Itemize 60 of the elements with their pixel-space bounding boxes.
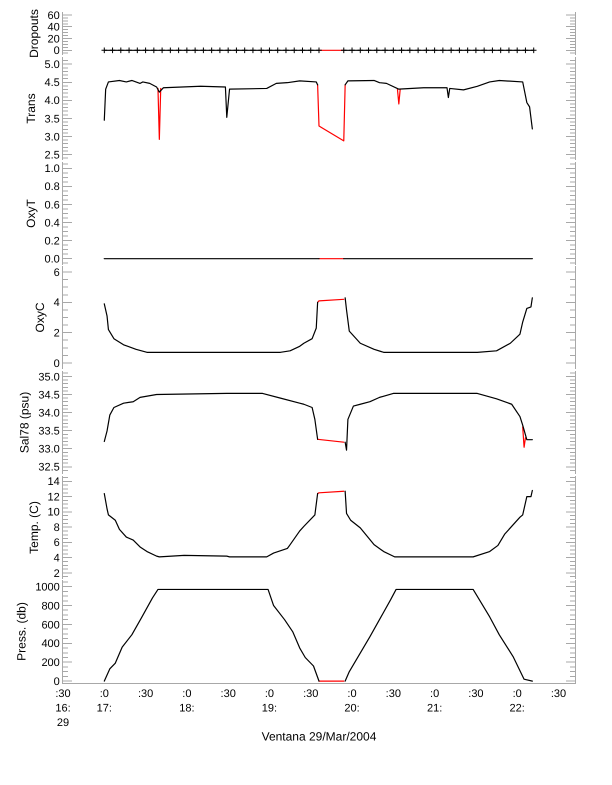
- y-tick-label: 10: [48, 506, 60, 518]
- x-tick-label: :30: [138, 688, 154, 701]
- y-tick-label: 34.5: [38, 389, 60, 402]
- x-tick-label: :0 19:: [262, 688, 278, 715]
- y-axis-title: Press. (db): [14, 602, 29, 662]
- x-tick-label: :0 21:: [426, 688, 442, 715]
- x-tick-label: :30: [386, 688, 401, 701]
- y-tick-label: 600: [41, 620, 60, 632]
- y-tick-label: 40: [48, 22, 60, 34]
- y-tick-label: 6: [54, 267, 60, 280]
- y-tick-label: 0.0: [44, 253, 60, 266]
- y-tick-label: 33.5: [38, 426, 60, 438]
- x-axis-title: Ventana 29/Mar/2004: [262, 730, 377, 744]
- x-tick-label: :0 17:: [96, 688, 112, 715]
- y-tick-label: 3.5: [44, 113, 60, 126]
- y-tick-label: 0.4: [44, 217, 60, 230]
- y-tick-label: 2.5: [44, 150, 60, 162]
- y-tick-label: 3.0: [44, 131, 60, 144]
- y-axis-title: Dropouts: [26, 9, 41, 58]
- x-tick-label: :30: [220, 688, 236, 701]
- y-tick-label: 20: [48, 33, 60, 46]
- y-tick-label: 5.0: [44, 59, 60, 72]
- y-tick-label: 4: [54, 298, 60, 310]
- y-tick-label: 2: [54, 328, 60, 340]
- y-tick-label: 35.0: [38, 371, 60, 384]
- y-tick-label: 4.0: [44, 95, 60, 108]
- y-tick-label: 0.8: [44, 180, 60, 193]
- y-tick-label: 0.6: [44, 199, 60, 212]
- y-axis-title: Temp. (C): [26, 500, 41, 554]
- x-tick-label: :30 16: 29: [55, 688, 71, 730]
- x-tick-label: :30: [468, 688, 484, 701]
- y-tick-label: 1000: [35, 582, 60, 594]
- x-tick-label: :0 22:: [510, 688, 525, 715]
- x-tick-label: :30: [303, 688, 318, 701]
- y-tick-label: 4.5: [44, 77, 60, 90]
- y-tick-label: 33.0: [38, 444, 60, 456]
- y-tick-label: 400: [41, 638, 60, 651]
- y-axis-title: Trans: [24, 93, 38, 124]
- y-tick-label: 32.5: [38, 462, 60, 474]
- y-tick-label: 2: [54, 567, 60, 580]
- y-tick-label: 0: [54, 45, 60, 58]
- x-tick-label: :30: [550, 688, 566, 701]
- y-tick-label: 0.2: [44, 235, 60, 248]
- y-tick-label: 200: [41, 657, 60, 670]
- y-tick-label: 60: [48, 10, 60, 22]
- y-axis-title: Sal78 (psu): [18, 392, 32, 454]
- y-tick-label: 34.0: [38, 407, 60, 420]
- y-tick-label: 4: [54, 552, 60, 564]
- y-tick-label: 6: [54, 536, 60, 549]
- x-tick-label: :0 18:: [179, 688, 195, 715]
- y-axis-title: OxyC: [32, 302, 47, 333]
- y-tick-label: 8: [54, 522, 60, 534]
- y-tick-label: 1.0: [44, 162, 60, 175]
- y-tick-label: 0: [54, 676, 60, 688]
- y-axis-title: OxyT: [24, 198, 38, 228]
- y-tick-label: 14: [48, 476, 60, 488]
- y-tick-label: 0: [54, 358, 60, 370]
- y-tick-label: 800: [41, 600, 60, 613]
- y-tick-label: 12: [48, 491, 60, 504]
- x-tick-label: :0 20:: [344, 688, 360, 715]
